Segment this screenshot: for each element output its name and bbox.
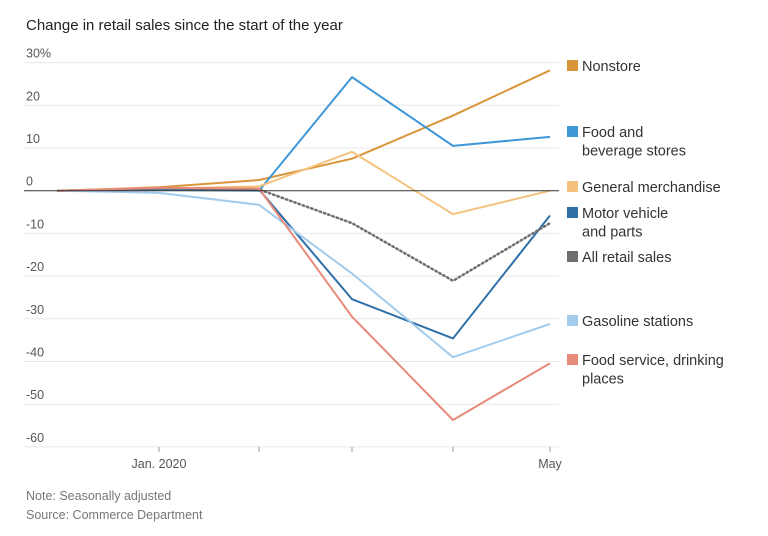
series-line-motor-vehicle-and-parts (57, 187, 551, 340)
x-tick-label: Jan. 2020 (132, 457, 187, 471)
y-tick-label: 30% (26, 47, 51, 61)
legend-item: Food and beverage stores (567, 125, 686, 160)
legend-label: Motor vehicle (582, 206, 668, 222)
legend-swatch (567, 207, 578, 218)
chart-title: Change in retail sales since the start o… (26, 17, 343, 34)
y-tick-label: -60 (26, 431, 44, 445)
legend-item: Gasoline stations (567, 314, 693, 330)
y-tick-label: 20 (26, 89, 40, 103)
legend-item: Nonstore (567, 59, 641, 75)
series-line-all-retail-sales (56, 187, 552, 283)
legend-label: Gasoline stations (582, 314, 693, 330)
legend-label: Nonstore (582, 59, 641, 75)
legend-item: All retail sales (567, 250, 671, 266)
legend-label: Food and (582, 125, 643, 141)
series-line-food-service-drinking-places (57, 186, 551, 421)
legend-item: Food service, drinking places (567, 353, 724, 388)
legend-swatch (567, 315, 578, 326)
legend-swatch (567, 60, 578, 71)
legend-swatch (567, 354, 578, 365)
legend-label: places (582, 372, 624, 388)
legend-item: General merchandise (567, 180, 721, 196)
series-line-gasoline-stations (57, 189, 551, 359)
y-tick-label: -50 (26, 388, 44, 402)
y-tick-label: 10 (26, 132, 40, 146)
chart-note: Note: Seasonally adjusted (26, 489, 172, 503)
y-tick-label: 0 (26, 175, 33, 189)
y-tick-label: -40 (26, 346, 44, 360)
legend-item: Motor vehicle and parts (567, 206, 668, 241)
series-line-food-and-beverage-stores (57, 76, 551, 192)
x-tick-label: May (538, 457, 562, 471)
y-tick-label: -20 (26, 260, 44, 274)
legend-label: All retail sales (582, 250, 671, 266)
legend-label: beverage stores (582, 144, 686, 160)
y-tick-label: -30 (26, 303, 44, 317)
y-tick-label: -10 (26, 217, 44, 231)
chart-source: Source: Commerce Department (26, 508, 203, 522)
series-line-nonstore (57, 69, 551, 192)
legend-label: and parts (582, 225, 642, 241)
legend-label: General merchandise (582, 180, 721, 196)
legend-label: Food service, drinking (582, 353, 724, 369)
legend-swatch (567, 181, 578, 192)
legend-swatch (567, 126, 578, 137)
legend-swatch (567, 251, 578, 262)
